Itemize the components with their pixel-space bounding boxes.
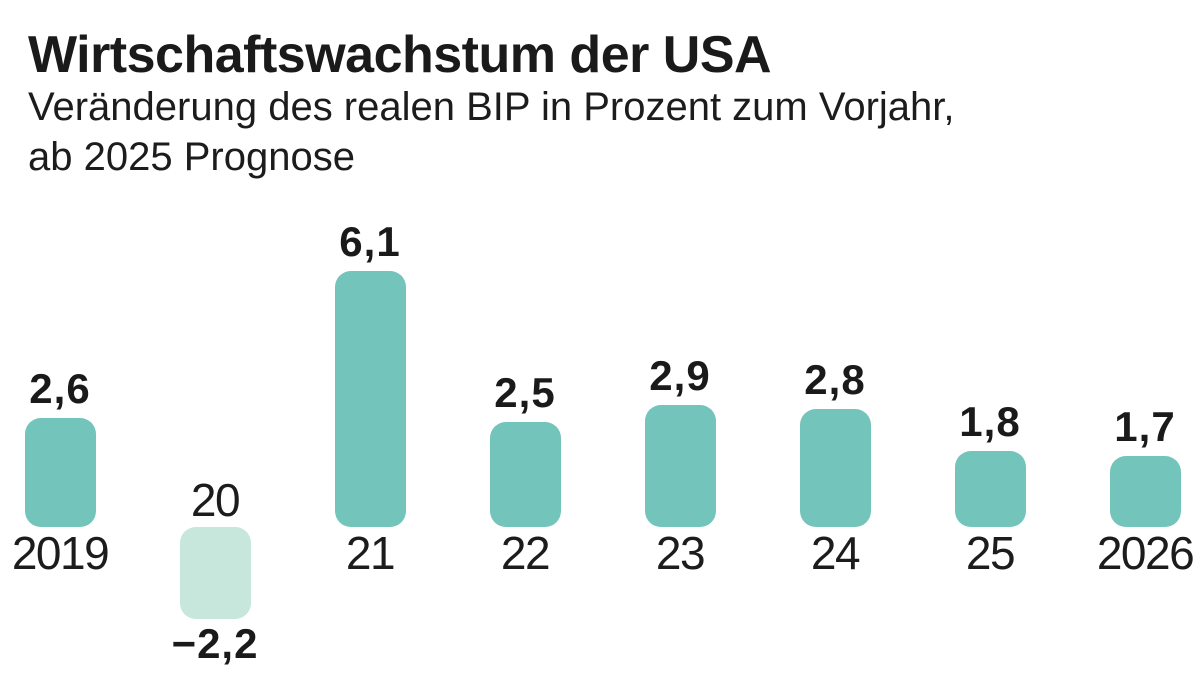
chart-subtitle-line-1: Veränderung des realen BIP in Prozent zu… (28, 85, 955, 129)
year-label-23: 23 (655, 527, 706, 579)
chart-subtitle-line-2: ab 2025 Prognose (28, 135, 355, 179)
bar-2026 (1109, 456, 1181, 527)
bar-23 (644, 405, 716, 527)
chart-title: Wirtschaftswachstum der USA (28, 26, 772, 84)
bar-20 (179, 527, 251, 619)
year-label-22: 22 (500, 527, 551, 579)
value-label-20: −2,2 (171, 620, 259, 667)
value-label-24: 2,8 (804, 356, 866, 403)
bar-21 (334, 271, 406, 527)
value-label-25: 1,8 (959, 398, 1021, 445)
year-label-20: 20 (190, 474, 241, 526)
bar-2019 (24, 418, 96, 527)
bar-25 (954, 451, 1026, 527)
chart-subtitle: Veränderung des realen BIP in Prozent zu… (28, 82, 955, 182)
bar-22 (489, 422, 561, 527)
year-label-21: 21 (345, 527, 396, 579)
year-label-2019: 2019 (11, 527, 110, 579)
value-label-23: 2,9 (649, 352, 711, 399)
value-label-2019: 2,6 (29, 365, 91, 412)
value-label-2026: 1,7 (1114, 403, 1176, 450)
value-label-21: 6,1 (339, 218, 401, 265)
year-label-2026: 2026 (1096, 527, 1195, 579)
bar-24 (799, 409, 871, 527)
year-label-25: 25 (965, 527, 1016, 579)
value-label-22: 2,5 (494, 369, 556, 416)
year-label-24: 24 (810, 527, 861, 579)
